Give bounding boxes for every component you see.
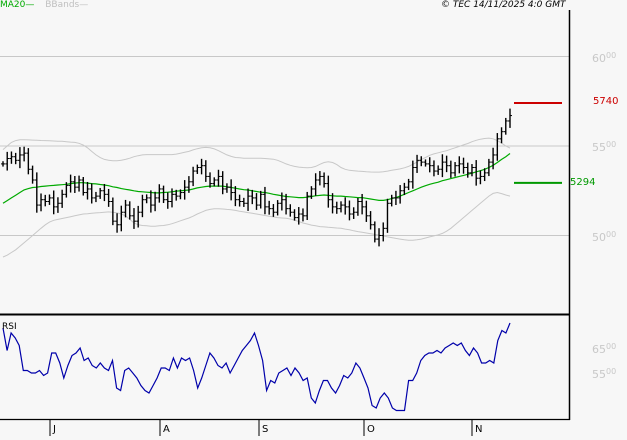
price-label-main: 50 [592, 231, 606, 244]
ohlc-bars [1, 108, 512, 247]
rsi-label-main: 65 [592, 343, 606, 356]
month-label-n: N [475, 424, 483, 435]
bbands-upper [2, 137, 511, 173]
price-label-6000: 6000 [592, 51, 616, 65]
price-label-sup: 00 [606, 140, 617, 149]
legend: MA20— BBands— [0, 0, 88, 11]
copyright-timestamp: © TEC 14/11/2025 4:0 GMT [441, 0, 566, 10]
support-label: 5294 [570, 177, 596, 188]
price-label-main: 55 [592, 141, 606, 154]
rsi-label-main: 55 [592, 368, 606, 381]
month-label-a: A [163, 424, 170, 435]
support-resistance-levels [514, 102, 562, 184]
bollinger-bands [2, 137, 511, 258]
legend-ma20-label: MA20 [0, 0, 26, 10]
chart-frame [0, 10, 571, 421]
rsi-title: RSI [2, 322, 17, 332]
bbands-lower [2, 191, 511, 258]
legend-bbands-swatch: — [79, 0, 89, 10]
rsi-line [2, 322, 511, 412]
legend-ma20-swatch: — [25, 0, 35, 10]
legend-bbands: BBands— [45, 0, 88, 10]
price-label-sup: 00 [606, 51, 617, 60]
price-label-5000: 5000 [592, 230, 616, 244]
price-label-sup: 00 [606, 230, 617, 239]
resistance-label: 5740 [593, 96, 619, 107]
rsi-label-65: 6500 [592, 342, 616, 356]
legend-ma20: MA20— [0, 0, 34, 10]
legend-bbands-label: BBands [45, 0, 80, 10]
price-label-main: 60 [592, 52, 606, 65]
month-label-o: O [367, 424, 375, 435]
rsi-label-sup: 00 [606, 367, 617, 376]
rsi-polyline [2, 322, 511, 412]
month-label-s: S [262, 424, 269, 435]
month-ticks [49, 419, 473, 436]
rsi-label-sup: 00 [606, 342, 617, 351]
rsi-label-55: 5500 [592, 367, 616, 381]
price-label-5500: 5500 [592, 140, 616, 154]
month-label-j: J [53, 424, 56, 435]
price-gridlines [0, 56, 569, 236]
